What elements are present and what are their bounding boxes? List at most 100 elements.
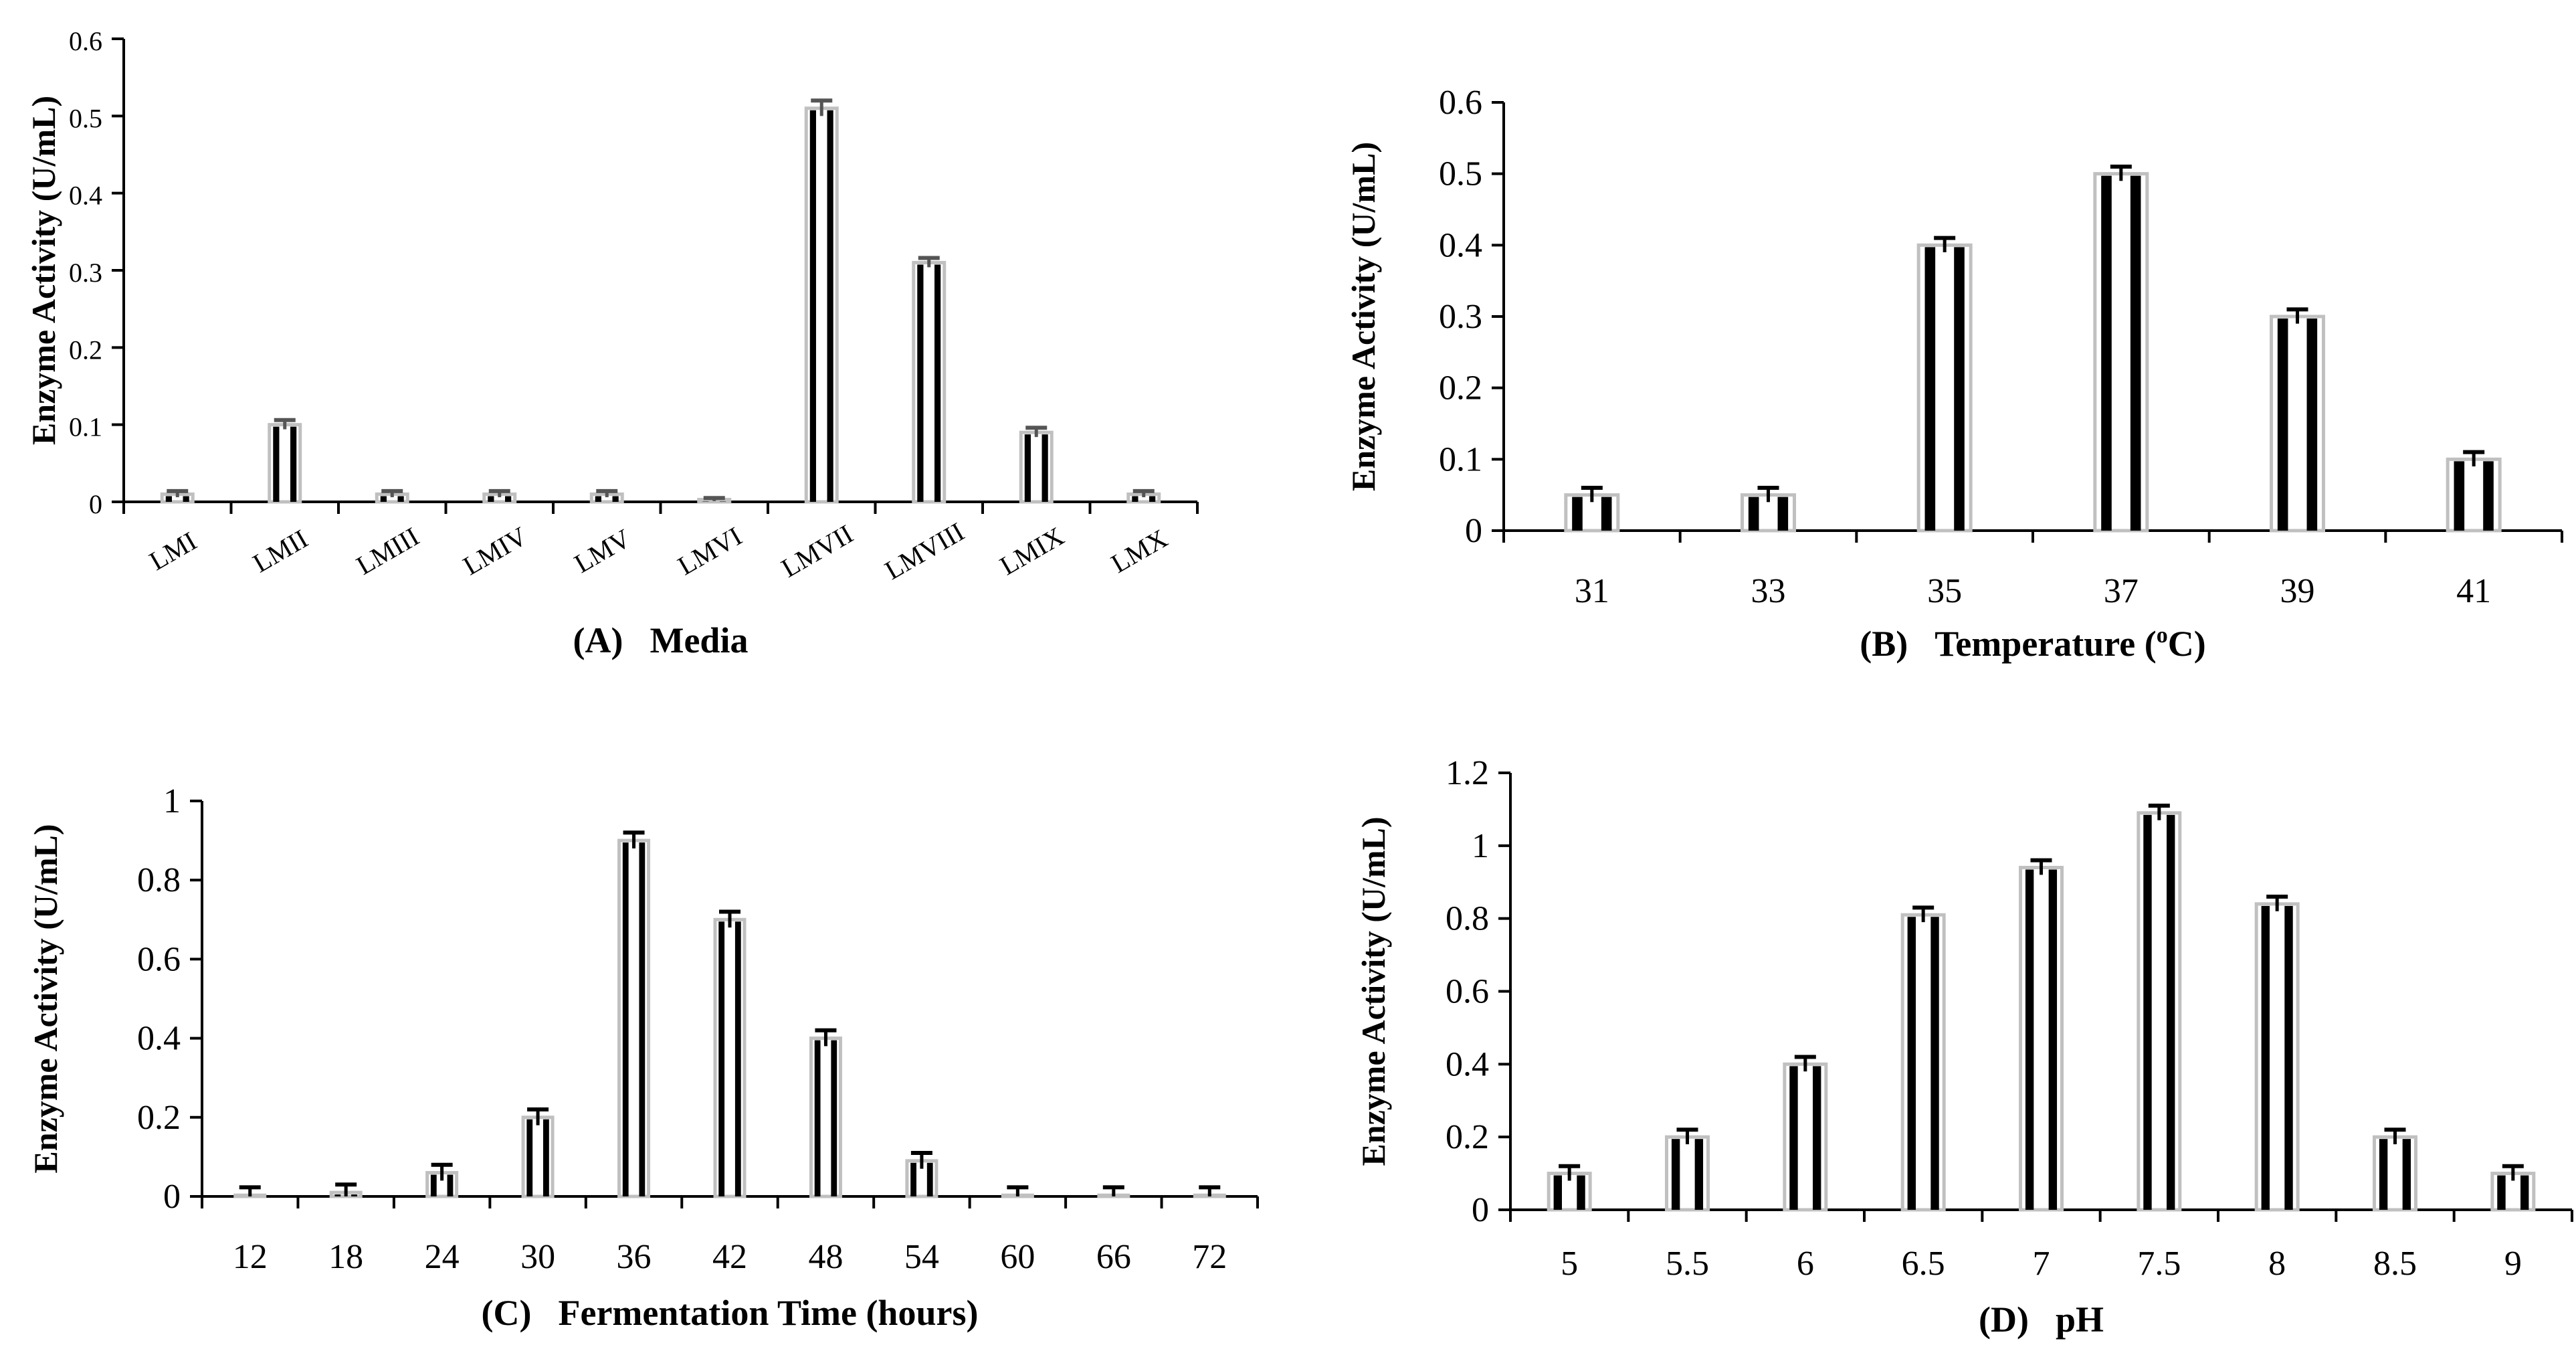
error-bar [1912,905,1935,923]
x-tick-label: 31 [1575,572,1609,610]
bar-stripe [831,1040,837,1196]
bar-stripe [2454,461,2465,531]
bar-stripe [488,496,494,502]
x-tick-label: 30 [520,1238,555,1276]
y-axis-label: Enzyme Activity (U/mL) [1345,142,1382,491]
y-tick-label: 1 [163,782,181,820]
bar-stripe [183,496,189,502]
bar-stripe [1748,497,1759,531]
bar-stripe [290,426,297,502]
bar-stripe [917,264,924,502]
bar-stripe [622,842,629,1196]
bar-stripe [1553,1175,1563,1210]
bar-stripe [1572,497,1583,531]
y-tick-label: 1.2 [1446,754,1489,792]
panel-c-chart: 0 0.2 0.4 0.6 0.8 1 12 18 24 30 36 42 48 54 60 66 72 Enzy… [27,782,1259,1333]
y-tick-label: 0.3 [1439,298,1482,336]
bar-stripe [2402,1139,2411,1210]
bar [2446,457,2502,533]
x-tick-label: 7 [2033,1245,2050,1283]
bar [1665,1135,1710,1212]
bar-stripe [2483,461,2494,531]
x-tick-label: LMVII [776,519,858,583]
x-tick-label: LMIX [995,521,1069,581]
x-tick-label: 9 [2504,1245,2522,1283]
y-tick-label: 0.1 [1439,440,1482,478]
bar [1900,913,1946,1212]
x-tick-label: LMV [569,523,636,579]
y-tick-label: 1 [1472,827,1489,865]
error-bar [1934,236,1956,252]
x-tick-label: LMX [1106,523,1173,579]
bar-stripe [2277,319,2288,531]
bar-stripe [505,496,512,502]
error-bar [2148,803,2170,820]
x-tick-label: 35 [1927,572,1962,610]
error-bar [2286,307,2308,324]
x-axis-title: Temperature ( [1935,624,2156,664]
bar-stripe [1132,496,1138,502]
x-tick-label: 5.5 [1666,1245,1709,1283]
y-tick-label: 0.3 [69,258,102,288]
error-bar [1025,426,1048,438]
x-tick-label: 36 [617,1238,652,1276]
x-tick-label: 41 [2456,572,2491,610]
bar [1916,243,1973,533]
panel-d-chart: 0 0.2 0.4 0.6 0.8 1 1.2 5 5.5 6 6.5 7 7.5 8 8.5 9 Enzyme… [1355,754,2573,1340]
bar-stripe [718,921,725,1196]
y-axis-label: Enzyme Activity (U/mL) [1355,816,1392,1166]
x-axis-label: (B) Temperature (oC) [1860,623,2205,664]
error-bar [1581,486,1603,503]
bar-stripe [2143,814,2152,1210]
x-tick-label: 18 [328,1238,363,1276]
bar-stripe [1789,1066,1798,1210]
bar [268,423,302,504]
bar-stripe [1954,247,1965,531]
bar-stripe [273,426,280,502]
error-bar [596,488,618,498]
x-tick-label: LMII [247,523,313,578]
error-bar [811,98,833,116]
bar [912,260,947,504]
bar-stripe [2025,869,2034,1210]
bar-stripe [526,1119,533,1196]
x-tick-label: 66 [1096,1238,1131,1276]
x-tick-label: 24 [425,1238,460,1276]
panel-b-chart: 0 0.1 0.2 0.3 0.4 0.5 0.6 31 33 35 37 39 41 Enzyme Ac… [1345,84,2563,664]
error-bar [1559,1164,1581,1181]
error-bar [431,1162,453,1181]
bar-stripe [2497,1175,2506,1210]
x-axis-title: pH [2056,1299,2104,1340]
bar-stripe [1907,917,1916,1210]
y-tick-label: 0.2 [1446,1118,1489,1156]
error-bar [2266,895,2288,911]
panel-label: (D) [1979,1299,2029,1340]
bar-stripe [380,496,387,502]
bar-stripe [1777,497,1789,531]
bar-stripe [447,1174,454,1196]
y-axis-label: Enzyme Activity (U/mL) [25,96,62,445]
y-tick-label: 0.6 [1446,973,1489,1011]
bar-stripe [827,110,833,503]
bar-stripe [1042,434,1048,502]
bar-stripe [2130,175,2141,531]
y-tick-label: 0.1 [69,412,102,442]
bar-stripe [2101,175,2112,531]
panel-label: (C) [482,1293,532,1333]
y-tick-label: 0.2 [137,1099,181,1137]
bar-stripe [165,496,172,502]
bar-stripe [1577,1175,1585,1210]
bar-stripe [543,1119,549,1196]
bar [617,838,651,1198]
bar [1783,1062,1828,1212]
y-tick-label: 0 [163,1178,181,1216]
bar-stripe [334,1194,341,1196]
bar-stripe [2048,869,2058,1210]
error-bar [918,256,940,268]
bar-stripe [2261,905,2270,1210]
error-bar [719,909,740,928]
error-bar [1676,1128,1698,1145]
bar-stripe [351,1194,357,1196]
bar [2137,811,2182,1212]
x-tick-label: 54 [904,1238,939,1276]
